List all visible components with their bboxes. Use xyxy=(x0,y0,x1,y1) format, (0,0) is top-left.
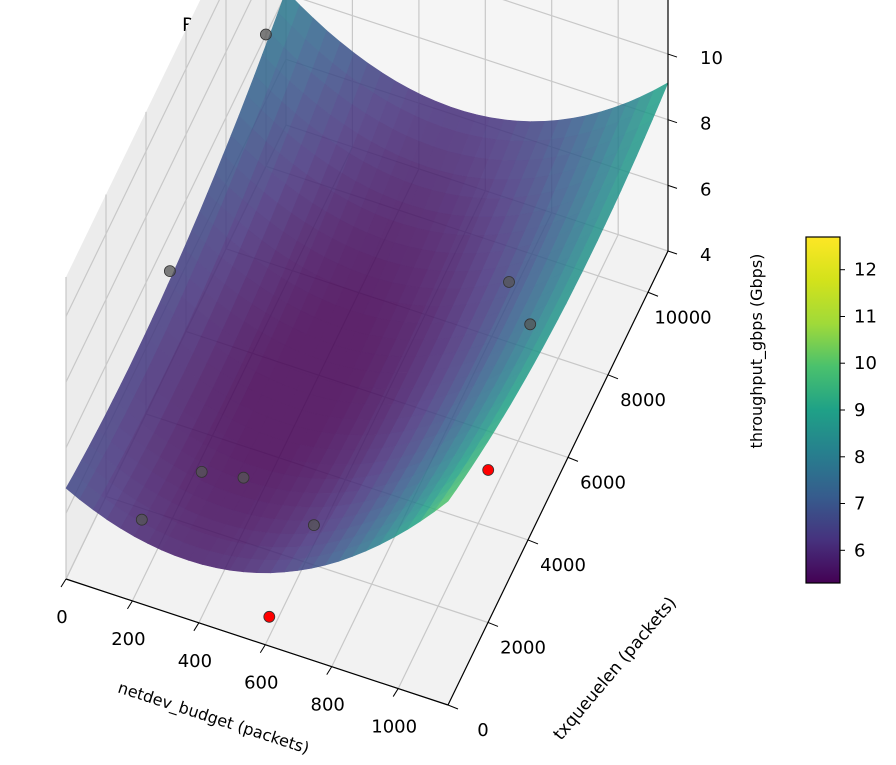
y-tick xyxy=(447,704,459,710)
data-points xyxy=(135,28,537,623)
data-point xyxy=(135,513,148,526)
y-tick-label: 0 xyxy=(477,720,488,741)
colorbar-gradient xyxy=(805,236,841,584)
x-tick xyxy=(392,688,399,697)
y-tick xyxy=(527,539,539,545)
colorbar-tick-label: 8 xyxy=(854,447,865,468)
axis-lines xyxy=(65,0,669,706)
data-point xyxy=(195,465,208,478)
z-tick xyxy=(667,119,678,124)
y-axis-line xyxy=(447,250,669,706)
x-tick-label: 0 xyxy=(56,607,67,628)
z-gridline xyxy=(65,0,220,317)
data-point xyxy=(307,519,320,531)
z-tick xyxy=(667,250,678,255)
x-tick-label: 1000 xyxy=(371,717,417,738)
x-tick-label: 600 xyxy=(244,673,278,694)
z-axis-label: throughput_gbps (Gbps) xyxy=(747,254,767,449)
colorbar-tick-label: 9 xyxy=(854,400,865,421)
colorbar-tick-label: 11 xyxy=(854,307,877,328)
data-point xyxy=(263,610,276,623)
data-point xyxy=(237,471,250,484)
y-tick-label: 4000 xyxy=(540,555,586,576)
y-tick-label: 6000 xyxy=(580,472,626,493)
y-tick-label: 2000 xyxy=(500,638,546,659)
y-tick xyxy=(487,621,499,627)
y-tick xyxy=(647,291,659,297)
colorbar-tick-label: 6 xyxy=(854,540,865,561)
z-tick-label: 10 xyxy=(700,48,723,69)
z-gridline xyxy=(65,0,669,383)
x-tick xyxy=(326,666,333,675)
z-tick xyxy=(667,53,678,58)
colorbar: 6 7 8 9 10 11 12 xyxy=(805,236,877,584)
data-point xyxy=(524,318,537,331)
y-tick xyxy=(567,456,579,462)
z-tick xyxy=(667,184,678,189)
colorbar-tick-label: 10 xyxy=(854,353,877,374)
y-tick-label: 8000 xyxy=(620,390,666,411)
x-axis-line xyxy=(65,578,449,706)
x-tick xyxy=(60,578,67,588)
z-tick-label: 4 xyxy=(700,245,711,266)
data-point xyxy=(259,28,272,41)
colorbar-tick-label: 7 xyxy=(854,494,865,515)
z-tick-label: 8 xyxy=(700,114,711,135)
x-tick-label: 400 xyxy=(178,651,212,672)
data-point xyxy=(163,265,176,278)
y-tick-label: 10000 xyxy=(654,307,711,328)
x-tick xyxy=(259,644,266,654)
x-axis-label: netdev_budget (packets) xyxy=(115,678,311,759)
y-tick xyxy=(607,374,619,380)
x-tick-label: 800 xyxy=(311,695,345,716)
z-tick-label: 6 xyxy=(700,179,711,200)
x-tick xyxy=(193,622,200,632)
colorbar-tick-label: 12 xyxy=(854,260,877,281)
surface-facet xyxy=(434,489,457,512)
data-point xyxy=(482,464,495,476)
x-tick xyxy=(127,600,133,610)
x-tick-label: 200 xyxy=(111,629,145,650)
response-surface xyxy=(65,0,669,574)
y-axis-label: txqueuelen (packets) xyxy=(550,593,681,744)
z-tick-label: 12 xyxy=(700,0,723,3)
data-point xyxy=(503,276,515,288)
z-gridline xyxy=(65,0,669,448)
